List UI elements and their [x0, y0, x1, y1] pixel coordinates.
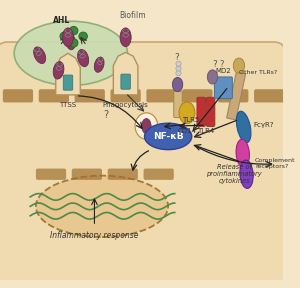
Ellipse shape	[236, 111, 251, 143]
Polygon shape	[113, 52, 138, 95]
Text: Phagocytosis: Phagocytosis	[103, 103, 148, 109]
FancyBboxPatch shape	[39, 89, 69, 103]
Circle shape	[176, 71, 181, 76]
FancyBboxPatch shape	[63, 75, 73, 90]
Ellipse shape	[34, 47, 46, 64]
Text: MD2: MD2	[215, 68, 231, 74]
Ellipse shape	[172, 77, 183, 92]
Ellipse shape	[233, 58, 244, 73]
Text: FcγR?: FcγR?	[253, 122, 274, 128]
Circle shape	[69, 26, 78, 35]
FancyBboxPatch shape	[72, 168, 102, 180]
Text: TTSS: TTSS	[59, 103, 76, 109]
FancyBboxPatch shape	[36, 168, 66, 180]
Ellipse shape	[135, 113, 158, 139]
FancyBboxPatch shape	[3, 89, 33, 103]
FancyBboxPatch shape	[75, 89, 105, 103]
Polygon shape	[226, 72, 246, 120]
Circle shape	[79, 32, 87, 41]
Ellipse shape	[145, 123, 192, 150]
Circle shape	[176, 61, 181, 66]
Ellipse shape	[236, 139, 249, 168]
Ellipse shape	[120, 28, 131, 47]
FancyBboxPatch shape	[144, 168, 174, 180]
Text: ?: ?	[103, 109, 108, 120]
Ellipse shape	[94, 57, 104, 72]
FancyBboxPatch shape	[254, 89, 284, 103]
Ellipse shape	[179, 102, 195, 124]
FancyBboxPatch shape	[182, 89, 212, 103]
Polygon shape	[56, 53, 80, 95]
Ellipse shape	[53, 62, 64, 79]
Ellipse shape	[36, 176, 168, 237]
FancyBboxPatch shape	[108, 168, 138, 180]
Ellipse shape	[66, 34, 76, 50]
FancyBboxPatch shape	[174, 91, 182, 118]
Circle shape	[69, 39, 78, 47]
FancyBboxPatch shape	[0, 42, 285, 287]
FancyBboxPatch shape	[214, 77, 232, 99]
Text: TLR4: TLR4	[197, 128, 214, 134]
Text: Biofilm: Biofilm	[119, 11, 146, 20]
FancyBboxPatch shape	[146, 89, 177, 103]
FancyBboxPatch shape	[218, 89, 248, 103]
Text: ?: ?	[219, 60, 224, 69]
Text: NF-κB: NF-κB	[153, 132, 183, 141]
Text: ?: ?	[212, 60, 217, 69]
Ellipse shape	[78, 50, 89, 67]
Ellipse shape	[62, 28, 74, 47]
Text: Release of
proinflammatory
cytokines: Release of proinflammatory cytokines	[206, 164, 262, 184]
Ellipse shape	[14, 21, 128, 86]
Text: CD14: CD14	[178, 128, 196, 134]
Text: AHL: AHL	[53, 16, 70, 25]
FancyBboxPatch shape	[121, 74, 130, 89]
Text: TLR5: TLR5	[182, 118, 200, 123]
Circle shape	[176, 66, 181, 71]
Text: ?: ?	[174, 53, 179, 62]
Ellipse shape	[207, 70, 218, 84]
Text: Inflammatory response: Inflammatory response	[50, 231, 139, 240]
FancyBboxPatch shape	[110, 89, 141, 103]
Text: Complement
receptors?: Complement receptors?	[255, 158, 296, 169]
FancyBboxPatch shape	[197, 97, 206, 126]
Ellipse shape	[240, 160, 253, 188]
Text: Other TLRs?: Other TLRs?	[239, 70, 277, 75]
Circle shape	[60, 32, 68, 41]
Ellipse shape	[142, 118, 151, 134]
FancyBboxPatch shape	[206, 97, 215, 126]
